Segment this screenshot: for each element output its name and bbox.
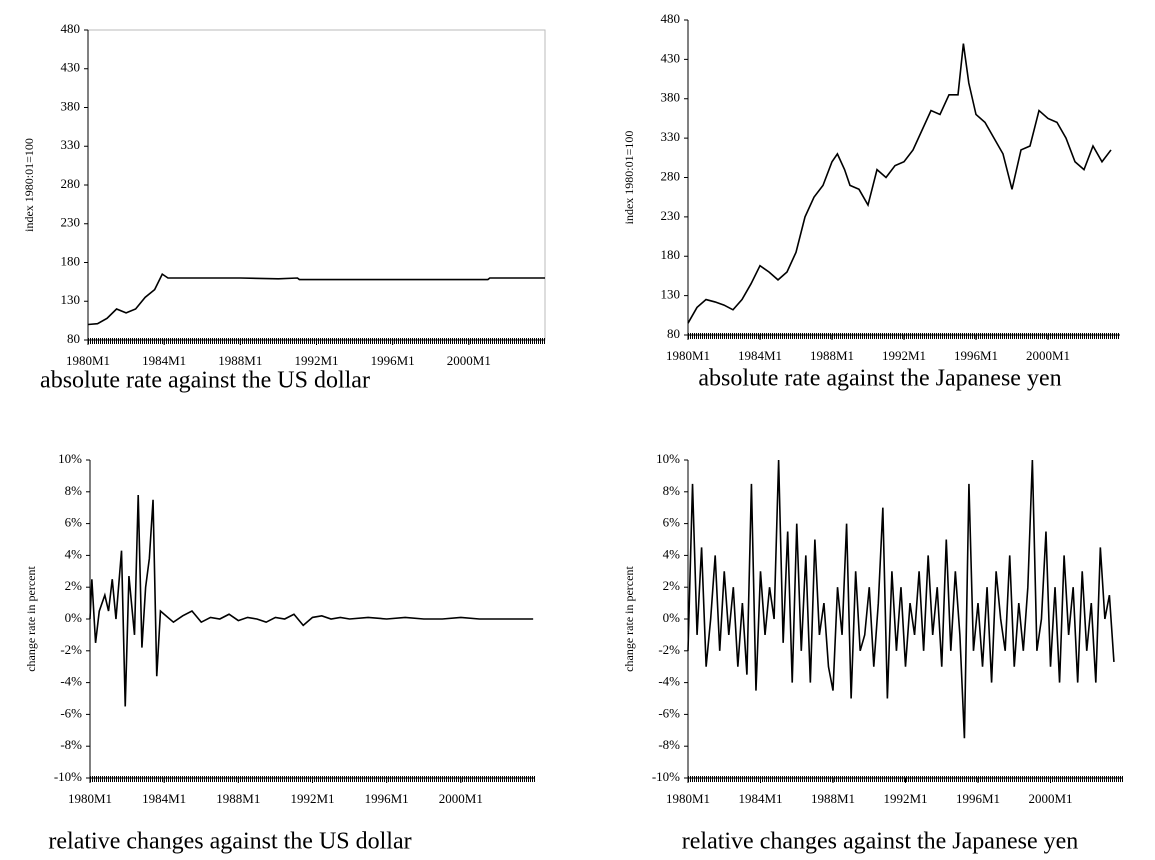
- data-line: [87, 272, 545, 326]
- x-tick-label: 1980M1: [666, 348, 710, 363]
- y-tick-label: 0%: [65, 610, 83, 625]
- y-tick-label: 6%: [65, 515, 83, 530]
- y-axis-label: index 1980:01=100: [22, 138, 36, 232]
- y-tick-label: 130: [61, 292, 81, 307]
- x-tick-label: 2000M1: [439, 791, 483, 806]
- y-axis-label: change rate in percent: [24, 566, 38, 672]
- y-tick-label: 4%: [65, 546, 83, 561]
- y-tick-label: 330: [661, 129, 681, 144]
- x-tick-label: 1992M1: [294, 353, 338, 368]
- y-tick-label: 80: [667, 326, 680, 341]
- chart-caption: absolute rate against the US dollar: [40, 368, 370, 394]
- y-tick-label: 380: [661, 90, 681, 105]
- y-tick-label: 8%: [65, 483, 83, 498]
- data-line: [687, 459, 1115, 739]
- x-tick-label: 1984M1: [738, 348, 782, 363]
- y-tick-label: 480: [661, 11, 681, 26]
- y-tick-label: -4%: [60, 674, 82, 689]
- y-tick-label: -6%: [658, 705, 680, 720]
- y-tick-label: 330: [61, 137, 81, 152]
- y-tick-label: 380: [61, 98, 81, 113]
- y-tick-label: 10%: [58, 451, 82, 466]
- x-tick-label: 2000M1: [447, 353, 491, 368]
- x-tick-label: 1992M1: [883, 791, 927, 806]
- x-tick-label: 1980M1: [666, 791, 710, 806]
- x-tick-label: 1996M1: [956, 791, 1000, 806]
- x-tick-label: 2000M1: [1028, 791, 1072, 806]
- y-tick-label: 280: [661, 168, 681, 183]
- y-tick-label: -4%: [658, 674, 680, 689]
- y-axis-label: change rate in percent: [622, 566, 636, 672]
- y-tick-label: -8%: [60, 737, 82, 752]
- y-tick-label: 80: [67, 331, 80, 346]
- x-tick-label: 1980M1: [66, 353, 110, 368]
- x-tick-label: 1984M1: [142, 353, 186, 368]
- x-tick-label: 1988M1: [811, 791, 855, 806]
- y-tick-label: 430: [661, 50, 681, 65]
- x-tick-label: 1992M1: [882, 348, 926, 363]
- y-tick-label: 230: [661, 208, 681, 223]
- y-tick-label: 480: [61, 21, 81, 36]
- chart-caption: relative changes against the Japanese ye…: [682, 829, 1079, 855]
- y-tick-label: 230: [61, 215, 81, 230]
- x-tick-label: 1988M1: [216, 791, 260, 806]
- y-tick-label: 180: [61, 253, 81, 268]
- y-tick-label: 2%: [663, 578, 681, 593]
- y-tick-label: 10%: [656, 451, 680, 466]
- x-tick-label: 1996M1: [365, 791, 409, 806]
- y-tick-label: 430: [61, 60, 81, 75]
- x-tick-label: 1988M1: [218, 353, 262, 368]
- x-tick-label: 1996M1: [371, 353, 415, 368]
- x-tick-label: 1980M1: [68, 791, 112, 806]
- y-tick-label: 280: [61, 176, 81, 191]
- x-tick-label: 1988M1: [810, 348, 854, 363]
- y-tick-label: -10%: [54, 769, 82, 784]
- y-tick-label: 180: [661, 247, 681, 262]
- y-tick-label: 6%: [663, 515, 681, 530]
- data-line: [687, 43, 1112, 324]
- x-tick-label: 1984M1: [738, 791, 782, 806]
- y-tick-label: 130: [661, 287, 681, 302]
- x-tick-label: 1992M1: [290, 791, 334, 806]
- chart-caption: relative changes against the US dollar: [48, 829, 411, 855]
- y-tick-label: 8%: [663, 483, 681, 498]
- y-tick-label: -10%: [652, 769, 680, 784]
- y-tick-label: -8%: [658, 737, 680, 752]
- x-tick-label: 1984M1: [142, 791, 186, 806]
- y-tick-label: 4%: [663, 546, 681, 561]
- y-tick-label: 2%: [65, 578, 83, 593]
- y-tick-label: -2%: [60, 642, 82, 657]
- x-tick-label: 2000M1: [1026, 348, 1070, 363]
- y-tick-label: 0%: [663, 610, 681, 625]
- x-tick-label: 1996M1: [954, 348, 998, 363]
- y-axis-label: index 1980:01=100: [622, 131, 636, 225]
- chart-caption: absolute rate against the Japanese yen: [698, 366, 1061, 392]
- y-tick-label: -2%: [658, 642, 680, 657]
- y-tick-label: -6%: [60, 705, 82, 720]
- plot-frame: [87, 29, 546, 341]
- data-line: [89, 494, 534, 707]
